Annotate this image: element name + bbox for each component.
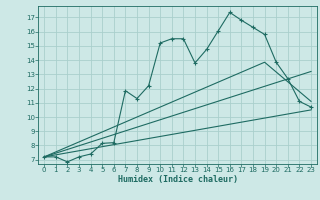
X-axis label: Humidex (Indice chaleur): Humidex (Indice chaleur) (118, 175, 238, 184)
